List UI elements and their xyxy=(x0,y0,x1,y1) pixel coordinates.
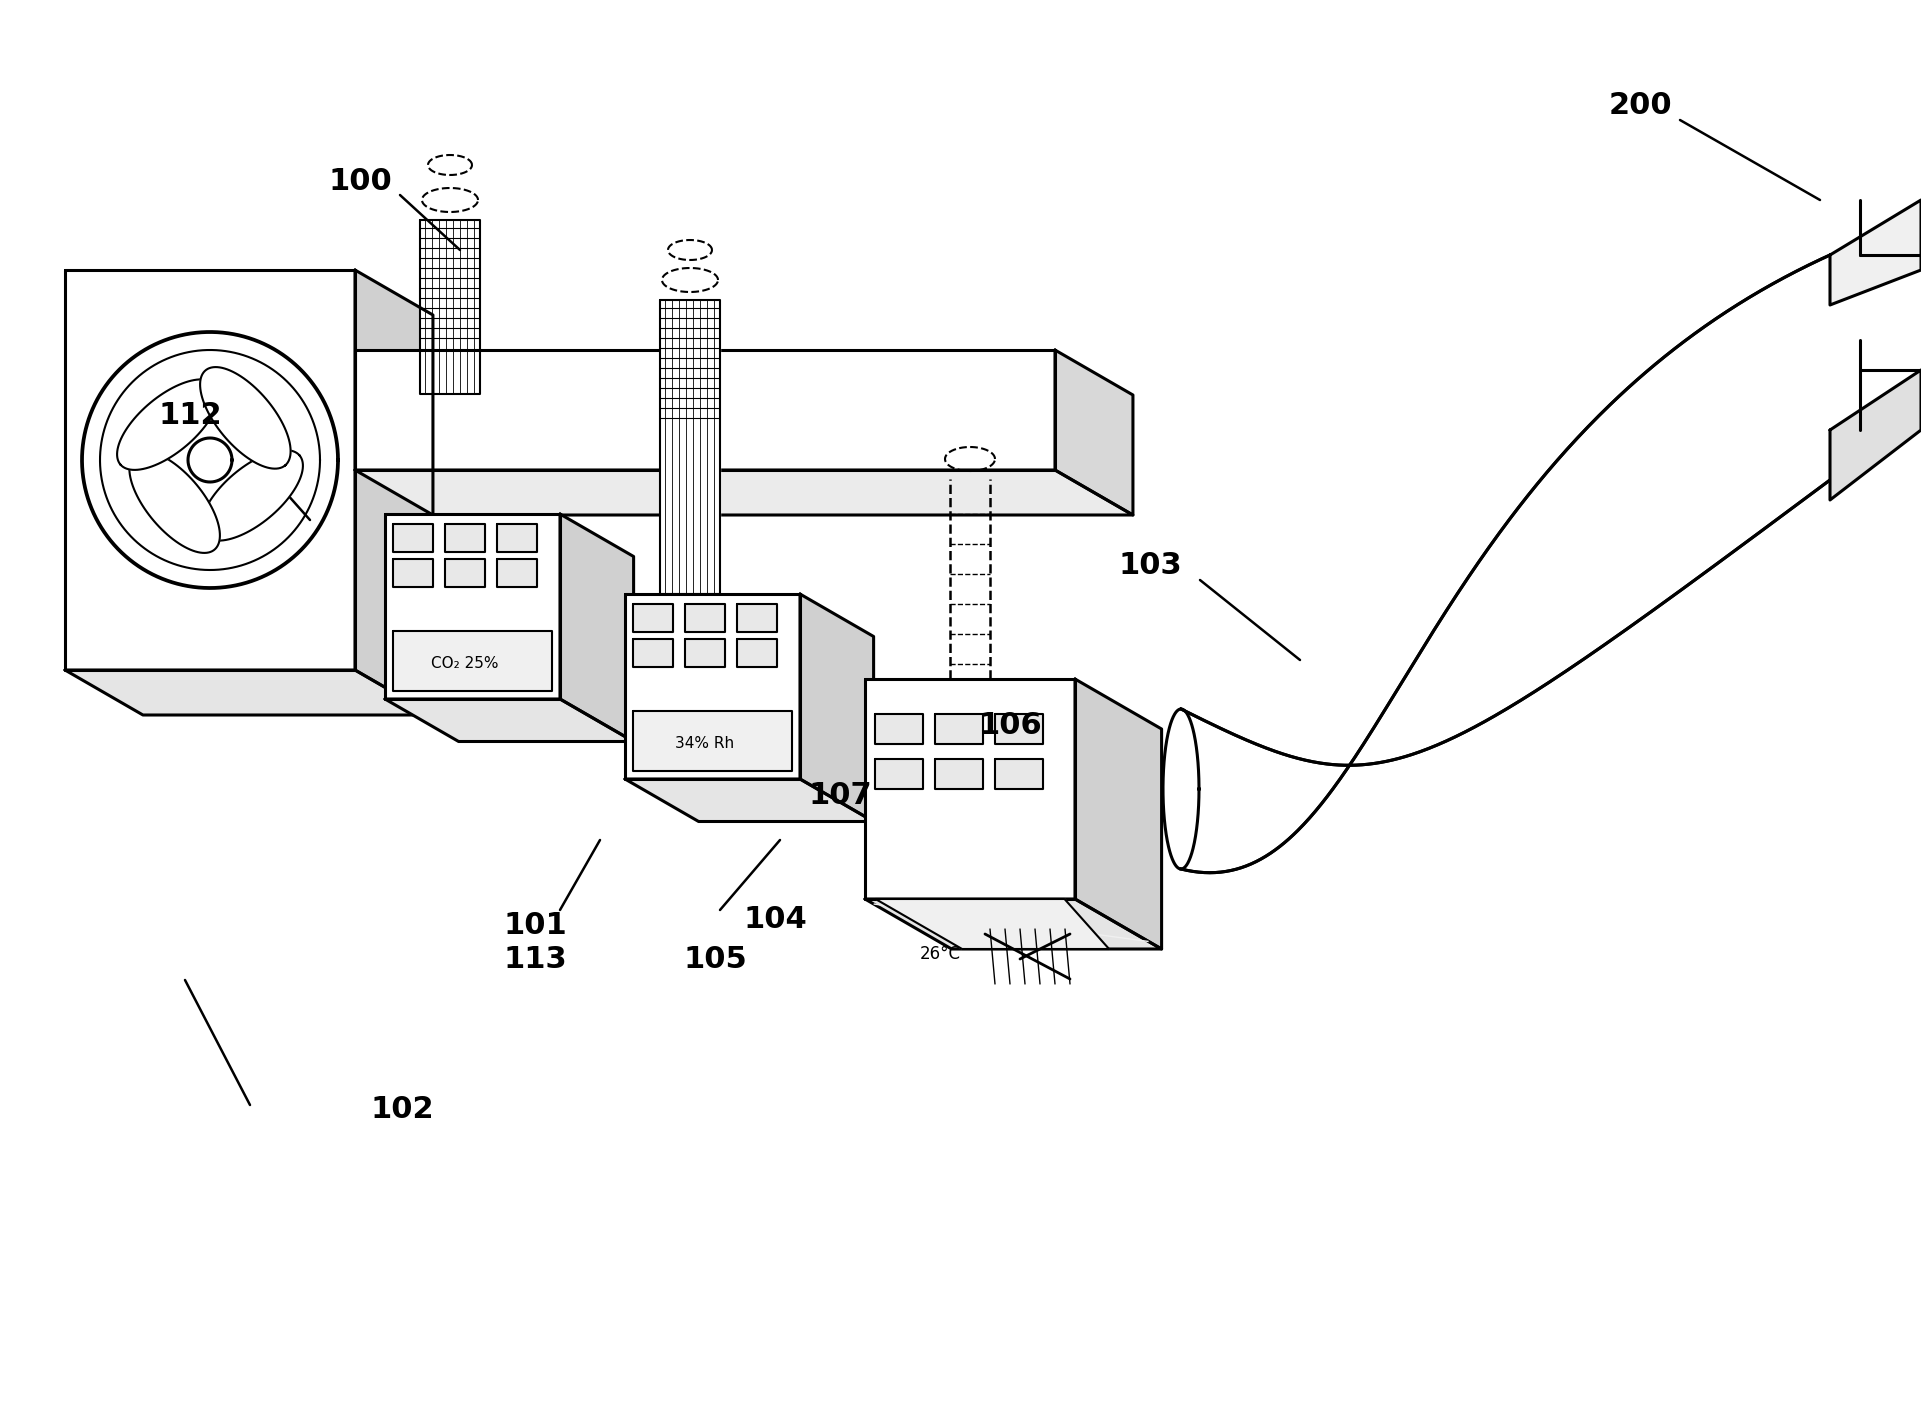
Text: 34% Rh: 34% Rh xyxy=(674,737,734,751)
Text: 200: 200 xyxy=(1608,91,1671,120)
Polygon shape xyxy=(355,350,1055,470)
Text: CO₂ 25%: CO₂ 25% xyxy=(430,656,498,672)
Polygon shape xyxy=(936,714,984,744)
Polygon shape xyxy=(394,630,551,692)
Polygon shape xyxy=(995,758,1043,788)
Polygon shape xyxy=(561,514,634,741)
Polygon shape xyxy=(874,758,922,788)
Polygon shape xyxy=(634,712,791,771)
Polygon shape xyxy=(686,603,724,632)
Polygon shape xyxy=(355,470,1133,515)
Polygon shape xyxy=(1055,350,1133,515)
Polygon shape xyxy=(1831,370,1921,499)
Polygon shape xyxy=(1831,201,1921,305)
Polygon shape xyxy=(995,714,1043,744)
Polygon shape xyxy=(384,699,634,741)
Polygon shape xyxy=(394,559,432,588)
Polygon shape xyxy=(65,270,355,670)
Polygon shape xyxy=(634,639,672,667)
Polygon shape xyxy=(624,778,874,821)
Polygon shape xyxy=(421,221,480,394)
Polygon shape xyxy=(498,559,538,588)
Polygon shape xyxy=(355,270,432,714)
Polygon shape xyxy=(799,593,874,821)
Polygon shape xyxy=(117,380,219,470)
Polygon shape xyxy=(446,559,484,588)
Text: 106: 106 xyxy=(978,710,1041,740)
Polygon shape xyxy=(864,899,1162,949)
Text: 102: 102 xyxy=(371,1096,434,1124)
Polygon shape xyxy=(864,679,1076,899)
Text: 112: 112 xyxy=(158,400,221,430)
Polygon shape xyxy=(188,438,232,482)
Polygon shape xyxy=(65,670,432,714)
Polygon shape xyxy=(1076,679,1162,949)
Text: 113: 113 xyxy=(503,945,567,975)
Polygon shape xyxy=(1181,255,1831,872)
Polygon shape xyxy=(129,451,219,554)
Polygon shape xyxy=(686,639,724,667)
Polygon shape xyxy=(876,899,1108,949)
Polygon shape xyxy=(661,300,720,593)
Polygon shape xyxy=(936,758,984,788)
Text: 101: 101 xyxy=(503,911,567,939)
Polygon shape xyxy=(738,603,776,632)
Text: 104: 104 xyxy=(743,905,807,935)
Polygon shape xyxy=(874,714,922,744)
Polygon shape xyxy=(200,367,290,468)
Polygon shape xyxy=(874,904,1149,942)
Polygon shape xyxy=(202,450,304,541)
Text: 100: 100 xyxy=(328,168,392,196)
Polygon shape xyxy=(384,514,561,699)
Polygon shape xyxy=(394,524,432,552)
Text: 103: 103 xyxy=(1118,551,1181,579)
Text: 26°C: 26°C xyxy=(920,945,960,963)
Polygon shape xyxy=(634,603,672,632)
Polygon shape xyxy=(446,524,484,552)
Text: 107: 107 xyxy=(809,780,872,810)
Polygon shape xyxy=(498,524,538,552)
Polygon shape xyxy=(738,639,776,667)
Polygon shape xyxy=(624,593,799,778)
Text: 105: 105 xyxy=(684,945,747,975)
